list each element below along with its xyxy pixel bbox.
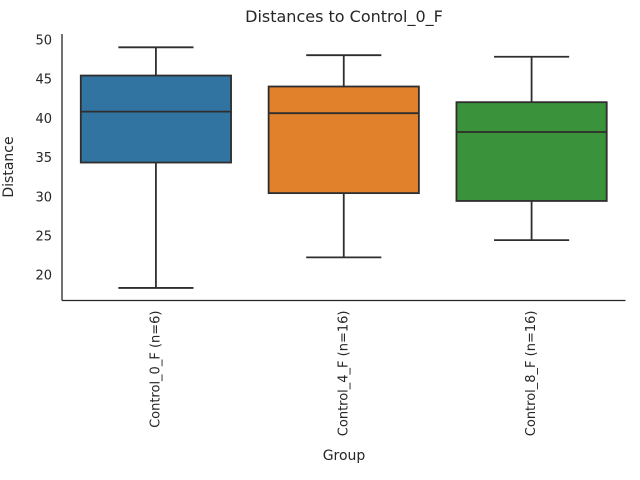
x-tick-label: Control_0_F (n=6) <box>148 311 163 428</box>
x-tick-label: Control_4_F (n=16) <box>336 311 351 437</box>
iqr-box <box>455 101 608 202</box>
y-tick-label: 20 <box>35 269 52 284</box>
chart-title: Distances to Control_0_F <box>245 7 443 26</box>
iqr-box <box>267 85 420 195</box>
iqr-box <box>79 74 232 164</box>
x-axis-label: Group <box>322 448 366 464</box>
x-tick-label: Control_8_F (n=16) <box>524 311 539 437</box>
y-tick-label: 45 <box>35 73 52 88</box>
y-tick-label: 40 <box>35 112 52 127</box>
y-tick-label: 35 <box>35 151 52 166</box>
y-tick-label: 50 <box>35 34 52 49</box>
y-tick-label: 30 <box>35 190 52 205</box>
y-tick-label: 25 <box>35 230 52 245</box>
